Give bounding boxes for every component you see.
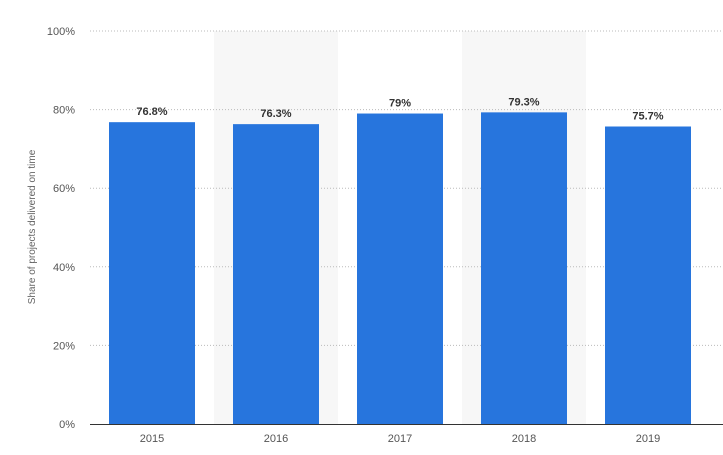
bar [605, 126, 691, 425]
data-label: 79% [389, 98, 411, 110]
bar [357, 113, 443, 424]
y-axis-title: Share of projects delivered on time [27, 149, 38, 304]
bar [109, 122, 195, 425]
y-tick-label: 20% [53, 340, 75, 352]
y-tick-label: 100% [47, 26, 75, 38]
y-tick-label: 60% [53, 183, 75, 195]
y-tick-label: 80% [53, 105, 75, 117]
x-tick-label: 2018 [512, 433, 536, 445]
y-tick-label: 40% [53, 262, 75, 274]
bar [481, 112, 567, 424]
data-label: 76.3% [260, 108, 291, 120]
bar [233, 124, 319, 425]
x-tick-label: 2015 [140, 433, 164, 445]
data-label: 76.8% [136, 106, 167, 118]
x-tick-label: 2017 [388, 433, 412, 445]
x-tick-label: 2016 [264, 433, 288, 445]
x-tick-label: 2019 [636, 433, 660, 445]
y-tick-label: 0% [59, 419, 75, 431]
data-label: 75.7% [632, 110, 663, 122]
data-label: 79.3% [508, 96, 539, 108]
